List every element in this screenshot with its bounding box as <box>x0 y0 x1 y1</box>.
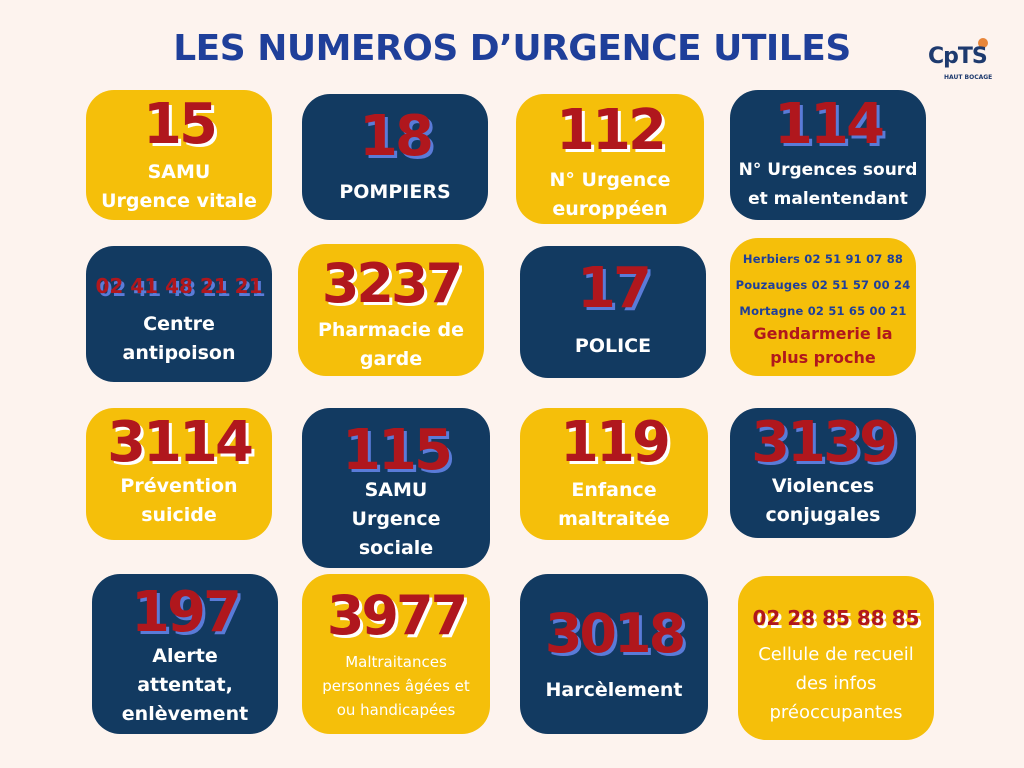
card-label: Prévention suicide <box>120 475 238 526</box>
card-pompiers: 18 POMPIERS <box>302 94 488 220</box>
card-cellule-recueil: 02 28 85 88 85 Cellule de recueil des in… <box>738 576 934 740</box>
card-label: Alerte attentat, enlèvement <box>121 645 249 725</box>
card-number: 3237 <box>321 252 463 315</box>
card-prevention-suicide: 3114 Prévention suicide <box>86 408 272 540</box>
card-label: SAMU Urgence sociale <box>351 479 441 559</box>
card-harcelement: 3018 Harcèlement <box>520 574 708 734</box>
gendarmerie-phone-pouzauges: Pouzauges 02 51 57 00 24 <box>735 278 911 292</box>
card-number: 18 <box>359 104 434 169</box>
card-number: 3018 <box>544 602 686 665</box>
logo-pin-icon <box>978 38 988 48</box>
card-label: N° Urgence europpéen <box>549 169 671 220</box>
card-label: POLICE <box>574 335 652 357</box>
logo-subtitle: HAUT BOCAGE <box>944 74 993 81</box>
card-number: 114 <box>774 92 885 157</box>
card-samu: 15 SAMU Urgence vitale <box>86 90 272 220</box>
card-label: SAMU Urgence vitale <box>101 161 257 212</box>
card-alerte-attentat: 197 Alerte attentat, enlèvement <box>92 574 278 734</box>
card-number: 3114 <box>107 410 254 475</box>
card-label: Violences conjugales <box>765 475 881 526</box>
cpts-logo: CpTS HAUT BOCAGE <box>922 36 1002 96</box>
card-number: 3977 <box>326 584 468 647</box>
card-label: Gendarmerie la plus proche <box>753 324 893 367</box>
card-number: 197 <box>131 580 242 645</box>
card-label: Centre antipoison <box>122 313 236 364</box>
card-sourds: 114 N° Urgences sourd et malentendant <box>730 90 926 220</box>
card-label: Pharmacie de garde <box>317 319 465 370</box>
card-gendarmerie: Herbiers 02 51 91 07 88 Pouzauges 02 51 … <box>730 238 916 376</box>
card-enfance: 119 Enfance maltraitée <box>520 408 708 540</box>
card-number: 02 28 85 88 85 <box>752 606 920 630</box>
gendarmerie-phone-mortagne: Mortagne 02 51 65 00 21 <box>739 304 907 318</box>
gendarmerie-phone-herbiers: Herbiers 02 51 91 07 88 <box>742 252 904 266</box>
card-antipoison: 02 41 48 21 21 Centre antipoison <box>86 246 272 382</box>
card-number: 15 <box>143 92 218 157</box>
card-samu-social: 115 SAMU Urgence sociale <box>302 408 490 568</box>
card-label: Cellule de recueil des infos préoccupant… <box>758 644 914 723</box>
card-pharmacie: 3237 Pharmacie de garde <box>298 244 484 376</box>
page-title: LES NUMEROS D’URGENCE UTILES <box>173 28 851 69</box>
card-number: 17 <box>577 256 652 321</box>
logo-text: CpTS <box>928 44 988 69</box>
card-number: 3139 <box>751 410 898 475</box>
card-violences: 3139 Violences conjugales <box>730 408 916 538</box>
card-number: 119 <box>560 410 671 475</box>
card-police: 17 POLICE <box>520 246 706 378</box>
card-urgence-europe: 112 N° Urgence europpéen <box>516 94 704 224</box>
card-label: Enfance maltraitée <box>558 479 670 530</box>
card-label: Harcèlement <box>545 679 683 701</box>
card-number: 02 41 48 21 21 <box>95 274 263 298</box>
card-maltraitances: 3977 Maltraitances personnes âgées et ou… <box>302 574 490 734</box>
card-number: 112 <box>556 98 667 163</box>
card-label: N° Urgences sourd et malentendant <box>738 160 918 209</box>
card-label: POMPIERS <box>339 181 451 203</box>
card-label: Maltraitances personnes âgées et ou hand… <box>322 653 470 719</box>
card-number: 115 <box>342 418 453 483</box>
